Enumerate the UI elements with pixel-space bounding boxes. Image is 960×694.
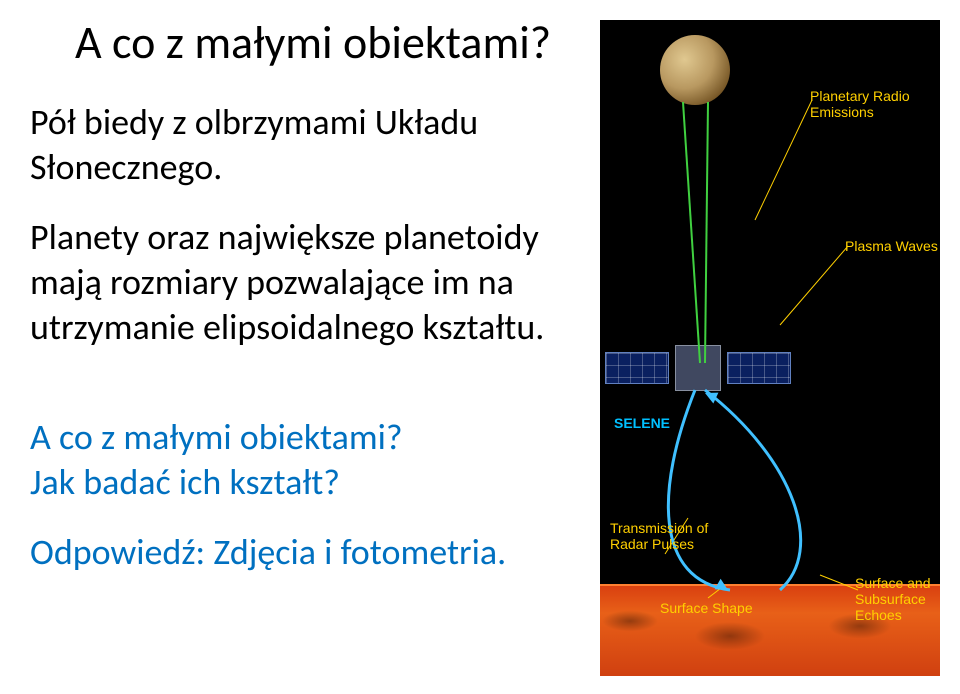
diagram-label-radio: Planetary RadioEmissions bbox=[810, 88, 910, 120]
satellite-panel bbox=[605, 352, 669, 384]
slide-title: A co z małymi obiektami? bbox=[75, 15, 551, 71]
diagram-label-plasma: Plasma Waves bbox=[845, 238, 938, 254]
paragraph-2: Planety oraz największe planetoidy mają … bbox=[30, 215, 580, 350]
paragraph-4: Odpowiedź: Zdjęcia i fotometria. bbox=[30, 530, 580, 575]
diagram-label-selene: SELENE bbox=[614, 415, 670, 431]
planet-icon bbox=[660, 35, 730, 105]
paragraph-3: A co z małymi obiektami?Jak badać ich ks… bbox=[30, 415, 580, 505]
satellite-body bbox=[675, 345, 721, 391]
satellite-panel bbox=[727, 352, 791, 384]
diagram-label-tx: Transmission ofRadar Pulses bbox=[610, 520, 708, 552]
selene-diagram: Planetary RadioEmissions Plasma Waves SELE… bbox=[600, 20, 940, 676]
diagram-label-echoes: Surface andSubsurfaceEchoes bbox=[855, 575, 931, 623]
paragraph-1: Pół biedy z olbrzymami Układu Słoneczneg… bbox=[30, 100, 580, 190]
diagram-label-shape: Surface Shape bbox=[660, 600, 753, 616]
